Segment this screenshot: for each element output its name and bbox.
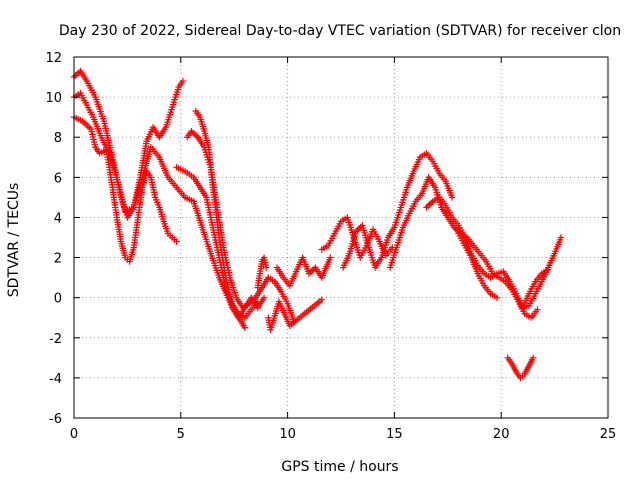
series-track-8 [273,254,334,289]
y-tick-label: 12 [45,51,62,66]
x-tick-label: 10 [279,427,296,442]
plot-frame [73,56,609,419]
y-tick-label: 0 [54,292,62,307]
data-points [70,67,565,382]
y-tick-label: 10 [45,91,62,106]
data-point [448,194,456,201]
series-track-3 [70,113,249,331]
y-tick-label: 2 [54,252,62,267]
series-track-2 [70,89,180,265]
series-track-9 [318,214,396,261]
y-axis-label: SDTVAR / TECUs [6,183,22,298]
x-tick-label: 25 [600,427,617,442]
x-tick-label: 15 [386,427,403,442]
data-point [260,294,268,301]
y-tick-label: -4 [49,372,62,387]
chart-title: Day 230 of 2022, Sidereal Day-to-day VTE… [59,23,621,39]
series-track-13 [455,230,501,301]
x-tick-label: 0 [70,427,78,442]
data-point [173,238,180,245]
axis-ticks: 0 5 10 15 20 25 -6 -4 -2 0 2 4 6 8 10 12 [45,51,616,442]
data-point [557,234,565,241]
data-point [530,354,537,362]
x-axis-label: GPS time / hours [281,459,398,475]
series-track-10 [339,150,456,271]
series-track-7 [254,254,270,291]
data-point [534,306,541,313]
y-tick-label: -2 [49,332,62,347]
series-track-6 [192,107,261,321]
y-tick-label: 4 [54,211,62,226]
x-tick-label: 20 [493,427,510,442]
y-tick-label: -6 [49,412,62,427]
data-point [493,294,501,301]
data-point [327,254,334,261]
data-point [263,264,270,271]
x-tick-label: 5 [177,427,185,442]
series-track-14 [519,234,565,311]
series-track-15 [504,354,537,382]
series-track-16 [265,296,325,333]
data-point [241,324,249,331]
data-point [318,296,325,303]
data-point [179,77,187,85]
data-point [254,298,261,305]
y-tick-label: 6 [54,171,62,186]
y-tick-label: 8 [54,131,62,146]
